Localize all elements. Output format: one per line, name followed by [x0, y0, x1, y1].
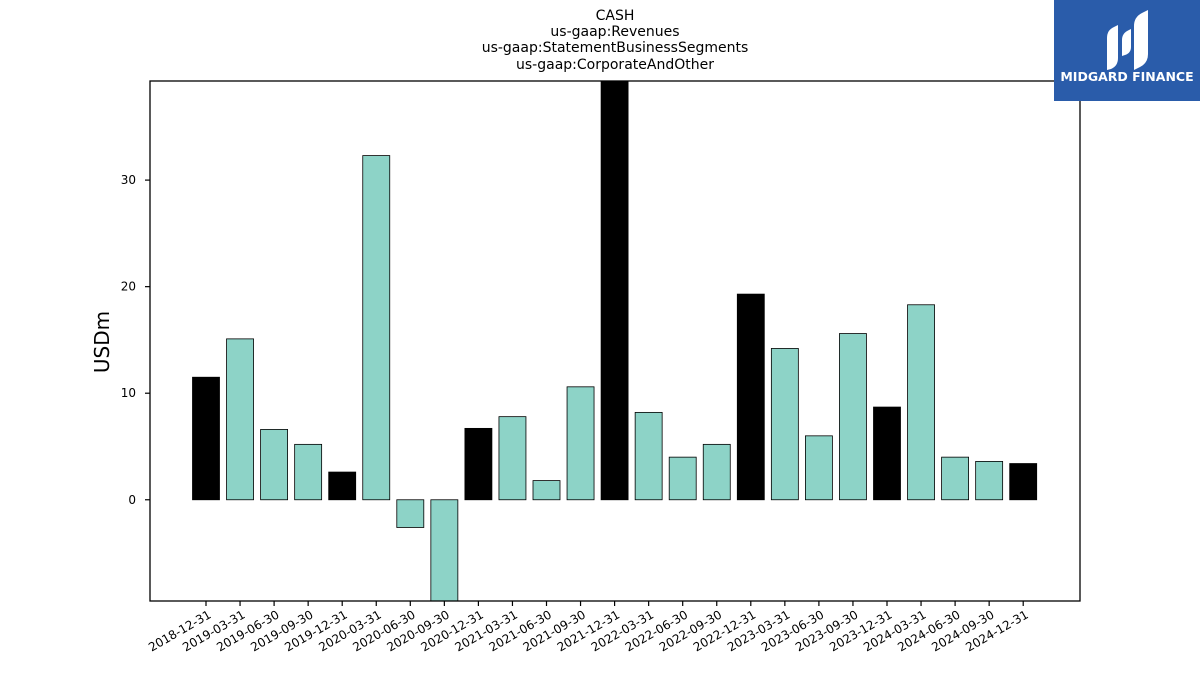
bar-2024-03-31	[907, 304, 935, 501]
x-axis-ticks: 2018-12-312019-03-312019-06-302019-09-30…	[146, 601, 1031, 654]
bar-2024-09-30	[975, 461, 1004, 501]
bar-2021-06-30	[532, 480, 561, 501]
bar-2021-12-31	[600, 80, 629, 501]
bar-2020-09-30	[430, 499, 459, 602]
logo-text: MIDGARD FINANCE	[1060, 69, 1193, 84]
bar-2020-06-30	[396, 499, 425, 528]
bar-2019-06-30	[260, 429, 289, 501]
y-axis-label: USDm	[90, 311, 114, 373]
bar-2022-03-31	[634, 411, 663, 501]
bars-group	[192, 80, 1038, 602]
bar-2019-03-31	[226, 338, 254, 501]
bar-2022-06-30	[668, 456, 697, 501]
chart-title: CASH us-gaap:Revenues us-gaap:StatementB…	[482, 8, 749, 73]
chart-title-line: us-gaap:Revenues	[550, 24, 679, 40]
bar-2022-09-30	[702, 443, 731, 501]
bar-2021-09-30	[566, 386, 595, 501]
bar-2023-12-31	[873, 406, 901, 501]
chart-title-line: us-gaap:StatementBusinessSegments	[482, 40, 749, 56]
y-tick-label: 20	[121, 280, 136, 294]
bar-2019-09-30	[294, 443, 323, 501]
bar-2024-06-30	[941, 456, 969, 501]
bar-2024-12-31	[1009, 463, 1038, 501]
y-tick-label: 30	[121, 173, 136, 187]
bar-2018-12-31	[192, 376, 220, 501]
bar-2022-12-31	[736, 293, 765, 501]
y-axis-ticks: 0 10 20 30	[121, 173, 150, 507]
chart-title-line: us-gaap:CorporateAndOther	[516, 57, 714, 73]
plot-frame	[149, 80, 1081, 602]
bar-2021-03-31	[498, 416, 527, 501]
bar-2023-06-30	[805, 435, 833, 501]
bar-2023-03-31	[770, 348, 799, 501]
bar-2023-09-30	[839, 333, 867, 501]
logo-mark-icon	[1107, 10, 1148, 70]
midgard-finance-logo: MIDGARD FINANCE	[1054, 0, 1200, 101]
y-tick-label: 0	[128, 493, 136, 507]
bar-2019-12-31	[328, 471, 357, 501]
bar-2020-12-31	[464, 427, 493, 501]
y-tick-label: 10	[121, 386, 136, 400]
chart-title-line: CASH	[596, 8, 635, 24]
bar-2020-03-31	[362, 155, 391, 501]
